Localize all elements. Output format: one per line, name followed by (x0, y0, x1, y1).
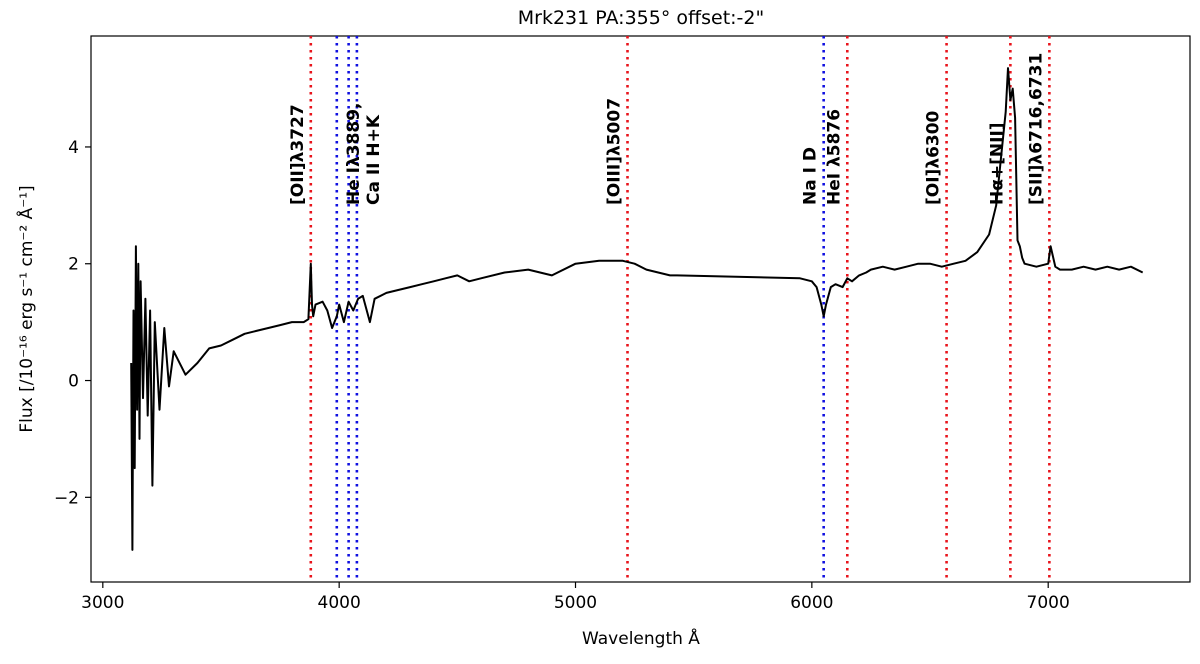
series-line-0 (130, 67, 1144, 551)
spectrum-series (130, 67, 1144, 551)
line-label-8: Hα+[NII] (987, 122, 1007, 205)
line-label-3: Ca II H+K (364, 114, 384, 205)
x-tick-label: 4000 (318, 593, 361, 613)
x-tick-label: 3000 (81, 593, 124, 613)
plot-frame (90, 35, 1191, 583)
line-label-6: HeI λ5876 (824, 109, 844, 205)
chart-title: Mrk231 PA:355° offset:-2" (518, 7, 764, 29)
x-tick-label: 7000 (1027, 593, 1070, 613)
line-label-0: [OII]λ3727 (288, 104, 308, 205)
x-tick-label: 5000 (554, 593, 597, 613)
y-tick-label: 4 (68, 138, 79, 158)
line-label-4: [OIII]λ5007 (605, 98, 625, 205)
y-axis-ticks: −2 0 2 4 (54, 138, 91, 508)
line-label-9: [SII]λ6716,6731 (1026, 53, 1046, 205)
y-axis-label: Flux [/10⁻¹⁶ erg s⁻¹ cm⁻² Å⁻¹] (15, 185, 37, 432)
y-tick-label: −2 (54, 488, 79, 508)
line-labels: [OII]λ3727 He Iλ3889, Ca II H+K [OIII]λ5007… (288, 53, 1047, 205)
reference-lines (309, 36, 1051, 582)
x-axis-label: Wavelength Å (582, 627, 700, 649)
y-tick-label: 2 (68, 255, 79, 275)
line-label-7: [OI]λ6300 (924, 110, 944, 205)
x-tick-label: 6000 (790, 593, 833, 613)
line-label-3: He Iλ3889, (344, 102, 364, 205)
x-axis-ticks: 3000 4000 5000 6000 7000 (81, 582, 1070, 613)
line-label-5: Na I D (801, 147, 821, 205)
y-tick-label: 0 (68, 372, 79, 392)
